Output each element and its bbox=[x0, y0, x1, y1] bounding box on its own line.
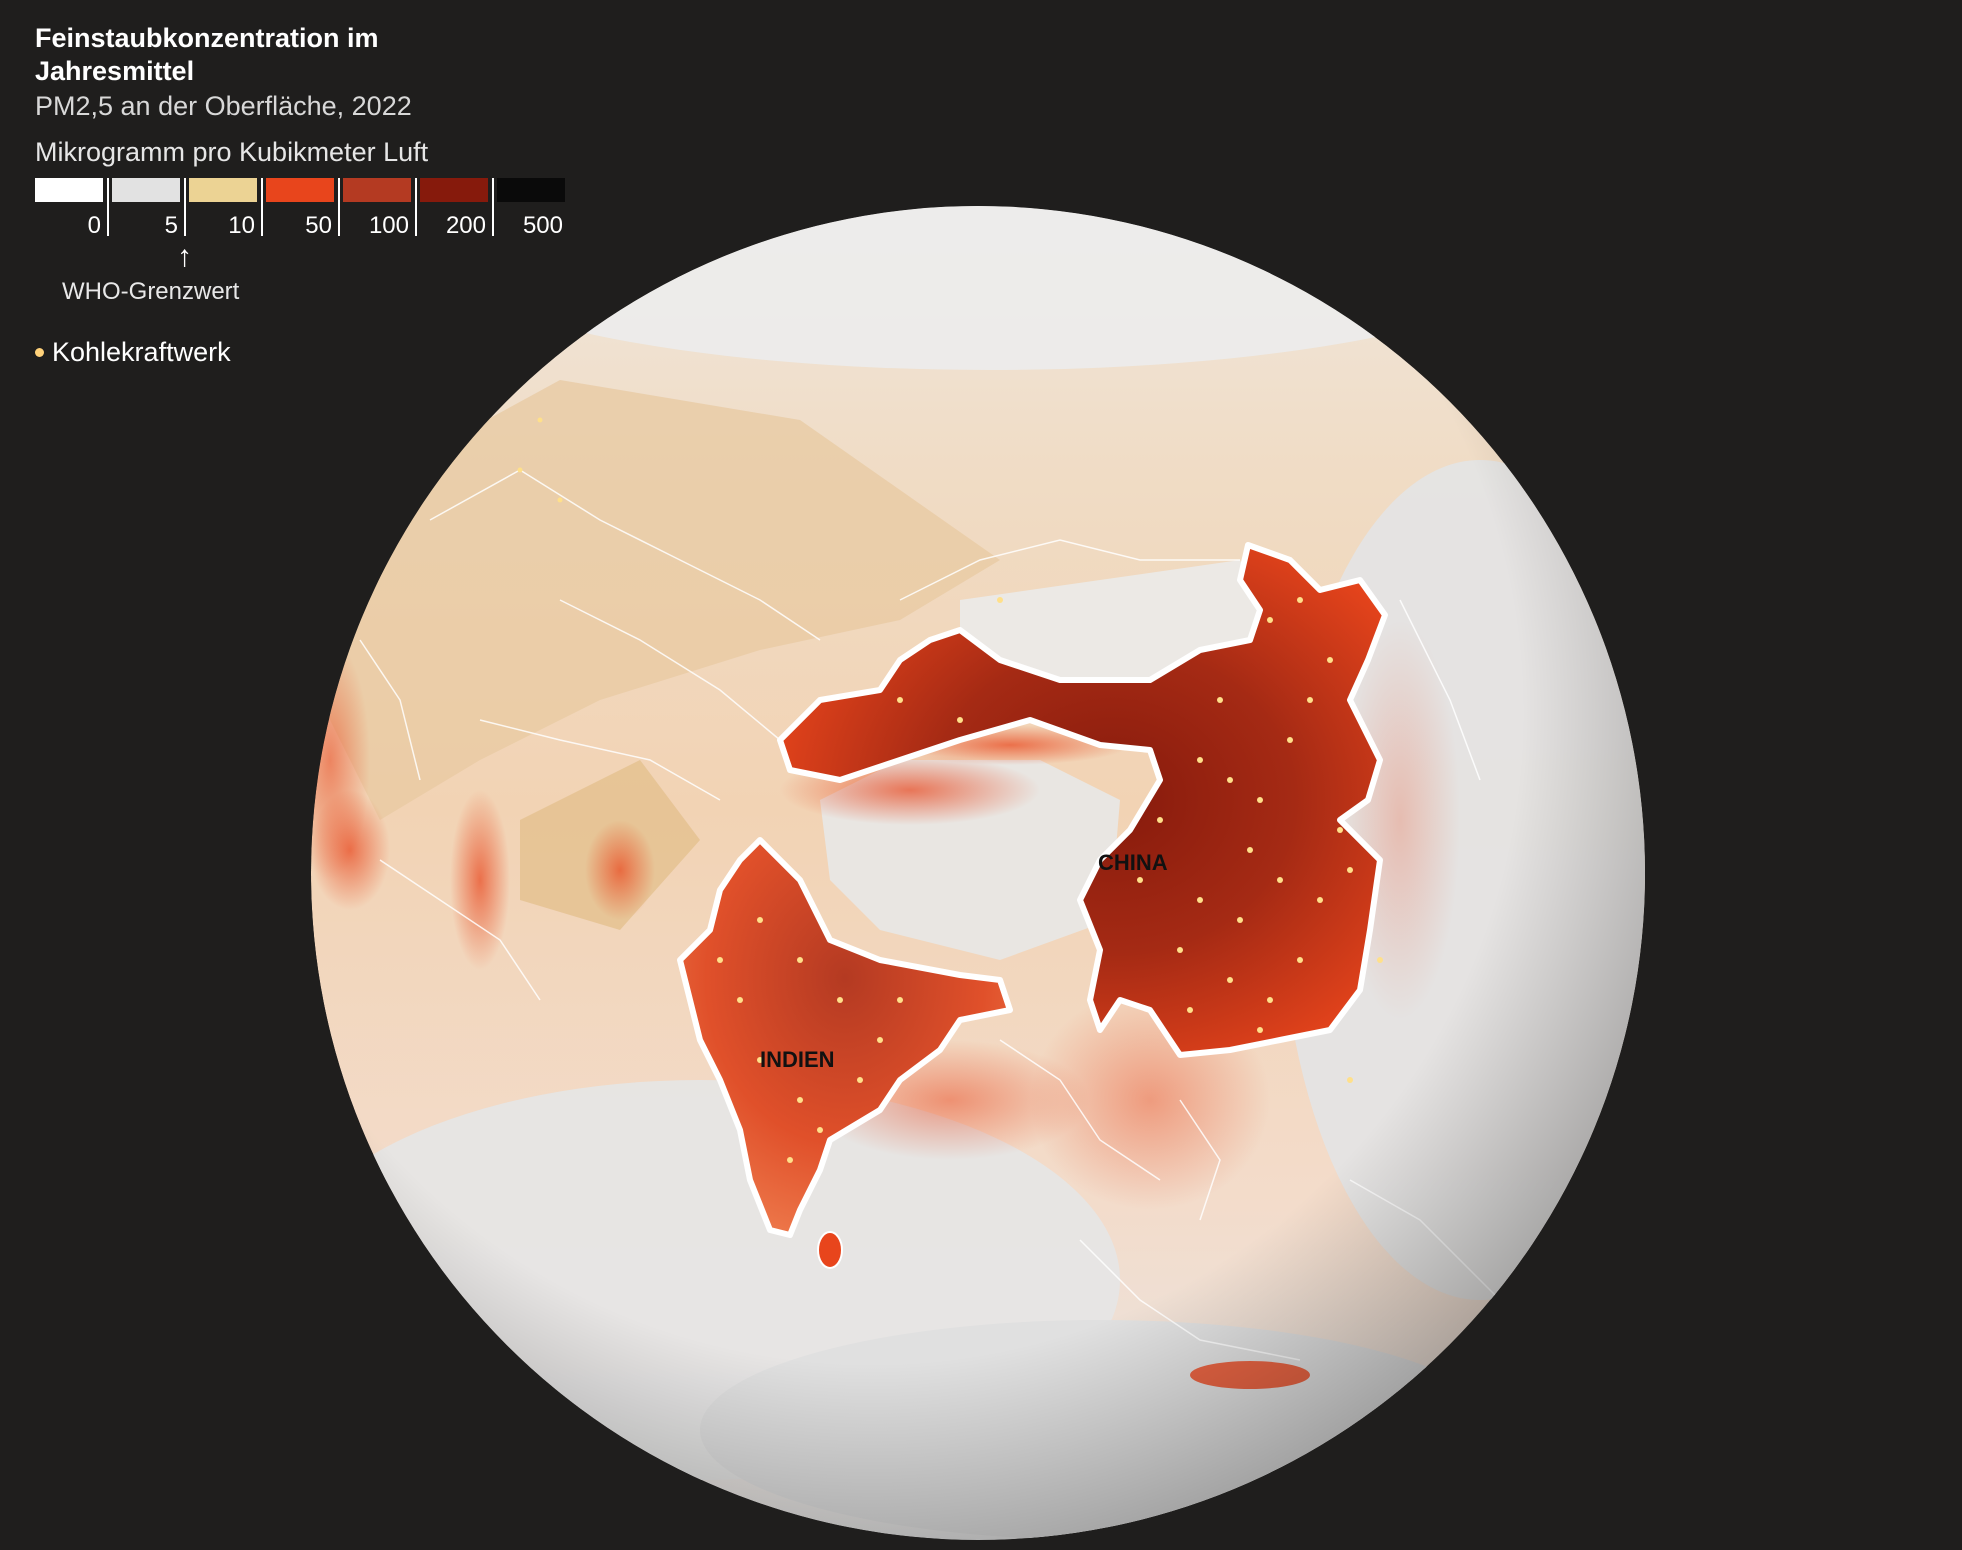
scale-swatch bbox=[189, 178, 257, 202]
who-arrow-icon: ↑ bbox=[177, 240, 192, 273]
label-india: INDIEN bbox=[760, 1047, 835, 1072]
scale-tick bbox=[415, 178, 417, 236]
scale-swatch bbox=[497, 178, 565, 202]
scale-swatch bbox=[35, 178, 103, 202]
globe-surface bbox=[311, 206, 1645, 1540]
scale-tick-label: 200 bbox=[445, 212, 486, 239]
scale-swatch bbox=[266, 178, 334, 202]
color-scale: 0 5 10 50 100 200 500 ↑ WHO-Grenzwert bbox=[35, 178, 595, 318]
label-china: CHINA bbox=[1098, 850, 1168, 875]
chart-title: Feinstaubkonzentration im Jahresmittel bbox=[35, 23, 379, 86]
scale-tick bbox=[107, 178, 109, 236]
scale-tick-label: 100 bbox=[368, 212, 409, 239]
power-plant-dot-icon bbox=[35, 348, 44, 357]
who-threshold-label: WHO-Grenzwert bbox=[62, 278, 240, 305]
scale-tick-label: 5 bbox=[164, 212, 178, 239]
power-plant-label: Kohlekraftwerk bbox=[52, 337, 231, 367]
scale-swatch bbox=[112, 178, 180, 202]
scale-tick bbox=[261, 178, 263, 236]
scale-tick bbox=[338, 178, 340, 236]
legend: Feinstaubkonzentration im Jahresmittel P… bbox=[35, 22, 595, 367]
scale-tick-label: 50 bbox=[305, 212, 332, 239]
scale-swatch bbox=[343, 178, 411, 202]
scale-tick bbox=[184, 178, 186, 236]
scale-tick-label: 10 bbox=[228, 212, 255, 239]
scale-tick bbox=[492, 178, 494, 236]
scale-tick-label: 0 bbox=[87, 212, 101, 239]
power-plant-legend: Kohlekraftwerk bbox=[35, 337, 231, 368]
scale-tick-label: 500 bbox=[522, 212, 563, 239]
chart-subtitle: PM2,5 an der Oberfläche, 2022 bbox=[35, 91, 412, 121]
scale-swatch bbox=[420, 178, 488, 202]
unit-label: Mikrogramm pro Kubikmeter Luft bbox=[35, 137, 429, 167]
